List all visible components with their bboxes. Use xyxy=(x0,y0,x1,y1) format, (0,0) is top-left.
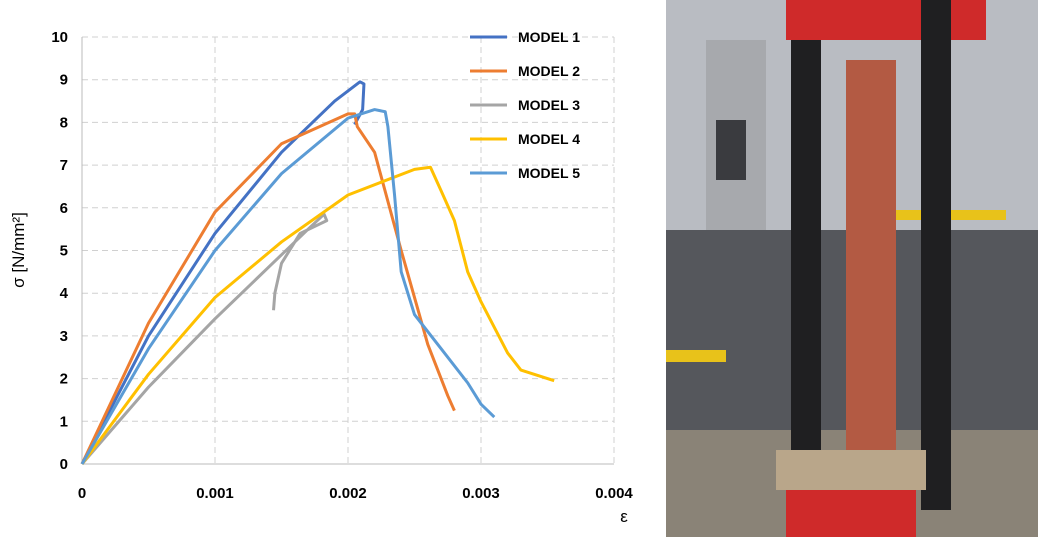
line xyxy=(80,165,555,465)
y-tick-label: 0 xyxy=(60,456,68,473)
x-tick-label: 0.004 xyxy=(595,485,633,502)
line xyxy=(80,112,456,465)
x-tick-label: 0.002 xyxy=(329,485,367,502)
pallet xyxy=(776,450,926,490)
chart: σ [N/mm²] ε 0 1 2 3 4 5 6 7 8 9 10 0 0.001 0.002 0.003… xyxy=(9,29,633,526)
line xyxy=(80,80,366,465)
legend-label: MODEL 3 xyxy=(518,97,580,113)
brick-column xyxy=(846,60,896,450)
legend-label: MODEL 2 xyxy=(518,63,580,79)
y-tick-label: 5 xyxy=(60,243,68,260)
legend-label: MODEL 1 xyxy=(518,29,580,45)
legend-label: MODEL 4 xyxy=(518,131,580,147)
press-column xyxy=(791,40,821,510)
x-tick-label: 0.003 xyxy=(462,485,500,502)
x-axis-label: ε xyxy=(620,507,628,526)
y-tick-label: 6 xyxy=(60,200,68,217)
press-column xyxy=(921,0,951,510)
line xyxy=(80,108,496,465)
y-tick-label: 10 xyxy=(51,29,68,46)
yellow-bar xyxy=(666,350,726,362)
legend-label: MODEL 5 xyxy=(518,165,580,181)
y-tick-label: 7 xyxy=(60,157,68,174)
photo xyxy=(666,0,1038,537)
line xyxy=(80,212,329,465)
y-tick-label: 8 xyxy=(60,114,68,131)
window xyxy=(716,120,746,180)
y-tick-label: 2 xyxy=(60,371,68,388)
y-axis-label: σ [N/mm²] xyxy=(9,212,28,288)
press-base xyxy=(786,490,916,537)
y-tick-label: 9 xyxy=(60,72,68,89)
y-tick-label: 3 xyxy=(60,328,68,345)
press-top xyxy=(786,0,986,40)
x-tick-label: 0 xyxy=(78,485,86,502)
y-tick-label: 4 xyxy=(60,285,69,302)
x-tick-label: 0.001 xyxy=(196,485,234,502)
y-tick-label: 1 xyxy=(60,413,68,430)
